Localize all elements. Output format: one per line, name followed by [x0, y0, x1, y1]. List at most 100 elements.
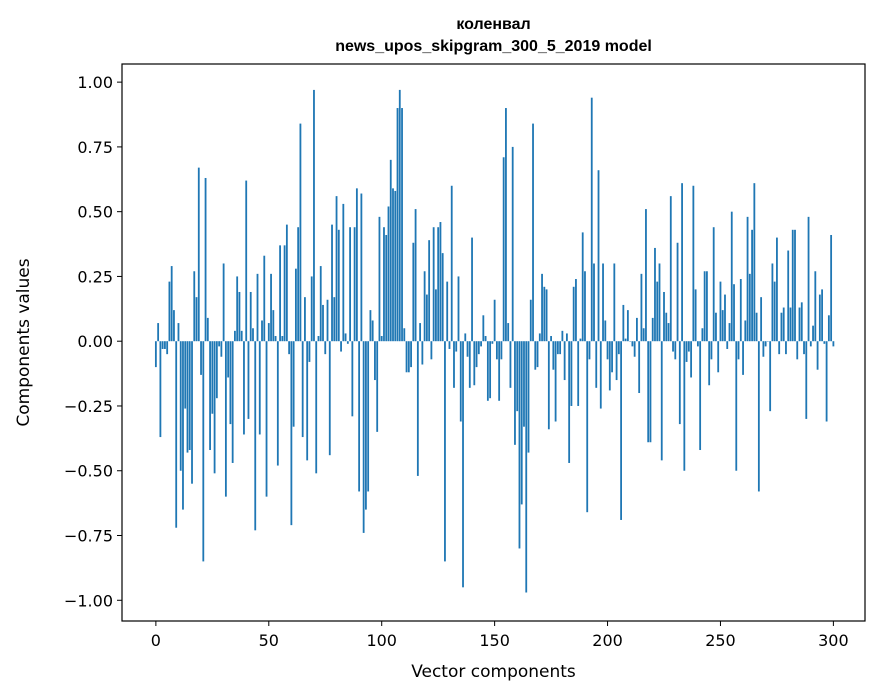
- bar-100: [380, 336, 383, 342]
- bar-157: [509, 341, 512, 388]
- bar-136: [462, 341, 464, 588]
- bar-141: [473, 341, 476, 386]
- bar-172: [543, 286, 546, 342]
- bar-194: [593, 263, 595, 342]
- bar-198: [602, 263, 604, 342]
- bar-61: [292, 341, 295, 427]
- bar-211: [631, 341, 634, 347]
- bar-0: [154, 341, 157, 368]
- bar-153: [500, 341, 503, 360]
- bar-206: [620, 341, 622, 520]
- bar-223: [658, 263, 661, 342]
- bar-126: [439, 222, 442, 342]
- bar-251: [721, 310, 724, 342]
- bar-129: [446, 281, 449, 342]
- bar-152: [498, 341, 501, 401]
- bar-188: [579, 338, 582, 342]
- chart-subtitle: news_upos_skipgram_300_5_2019 model: [335, 38, 652, 55]
- bar-190: [584, 271, 586, 342]
- bar-16: [191, 341, 193, 484]
- y-tick-label-8: −1.00: [64, 591, 113, 610]
- bar-12: [182, 341, 184, 510]
- bar-38: [240, 330, 243, 342]
- bar-299: [830, 234, 833, 342]
- bar-59: [288, 341, 291, 355]
- bar-208: [624, 338, 627, 342]
- x-tick-label-200: 200: [592, 631, 623, 650]
- bar-189: [581, 232, 584, 342]
- x-tick-label-50: 50: [259, 631, 279, 650]
- bar-217: [645, 209, 647, 342]
- bar-49: [265, 341, 268, 497]
- bar-177: [554, 341, 557, 422]
- bar-132: [453, 341, 455, 388]
- bar-89: [355, 188, 358, 342]
- bar-10: [177, 323, 180, 342]
- bar-234: [683, 341, 686, 471]
- bar-216: [642, 328, 645, 342]
- bar-246: [710, 341, 713, 360]
- bar-65: [301, 341, 304, 438]
- bar-112: [407, 341, 410, 373]
- bar-2: [159, 341, 162, 438]
- bar-168: [534, 341, 537, 370]
- bar-225: [663, 291, 665, 342]
- bar-119: [423, 271, 426, 342]
- bar-94: [367, 341, 370, 492]
- bar-77: [328, 341, 331, 456]
- bar-84: [344, 333, 347, 342]
- bar-187: [577, 341, 580, 406]
- y-axis-ticks: 1.00 0.75 0.50 0.25 0.00 −0.25 −0.50 −0.75 −1.00: [64, 73, 122, 610]
- bar-293: [816, 341, 819, 370]
- bar-6: [168, 281, 171, 342]
- bar-113: [410, 341, 412, 368]
- bar-120: [425, 294, 428, 342]
- bar-5: [166, 341, 169, 355]
- bar-185: [572, 286, 575, 342]
- bar-200: [606, 341, 609, 360]
- bar-227: [667, 323, 670, 342]
- bar-235: [685, 341, 688, 362]
- bar-156: [507, 323, 510, 342]
- x-axis-ticks: 0 50 100 150 200 250 300: [151, 621, 849, 650]
- bar-107: [396, 108, 399, 342]
- bar-276: [778, 341, 781, 355]
- bar-209: [626, 310, 629, 342]
- bar-195: [595, 341, 598, 388]
- bar-111: [405, 341, 408, 373]
- bar-130: [448, 341, 451, 349]
- bar-296: [823, 341, 826, 344]
- bar-33: [229, 341, 232, 425]
- bar-99: [378, 216, 381, 342]
- bar-139: [468, 341, 471, 388]
- bar-207: [622, 304, 625, 342]
- bar-48: [263, 255, 266, 342]
- bar-178: [556, 341, 559, 355]
- bar-140: [471, 237, 473, 342]
- bar-179: [559, 341, 562, 355]
- bar-273: [771, 263, 774, 342]
- bar-19: [197, 167, 200, 342]
- bar-123: [432, 227, 435, 342]
- bar-226: [665, 312, 668, 342]
- bar-169: [536, 341, 539, 368]
- x-tick-label-0: 0: [151, 631, 161, 650]
- bar-91: [360, 193, 363, 342]
- bar-79: [333, 297, 336, 342]
- bar-51: [270, 273, 272, 342]
- bar-9: [175, 341, 178, 528]
- bar-60: [290, 341, 293, 526]
- bar-116: [416, 341, 419, 476]
- bar-270: [764, 341, 767, 347]
- bar-231: [676, 242, 679, 342]
- bar-95: [369, 310, 372, 342]
- bar-64: [299, 123, 302, 342]
- bar-267: [757, 341, 760, 492]
- bar-69: [310, 276, 313, 342]
- bar-285: [798, 307, 801, 342]
- bar-274: [773, 281, 776, 342]
- bar-279: [785, 341, 787, 355]
- bar-291: [812, 325, 814, 342]
- bar-284: [796, 341, 799, 360]
- bar-93: [365, 341, 367, 510]
